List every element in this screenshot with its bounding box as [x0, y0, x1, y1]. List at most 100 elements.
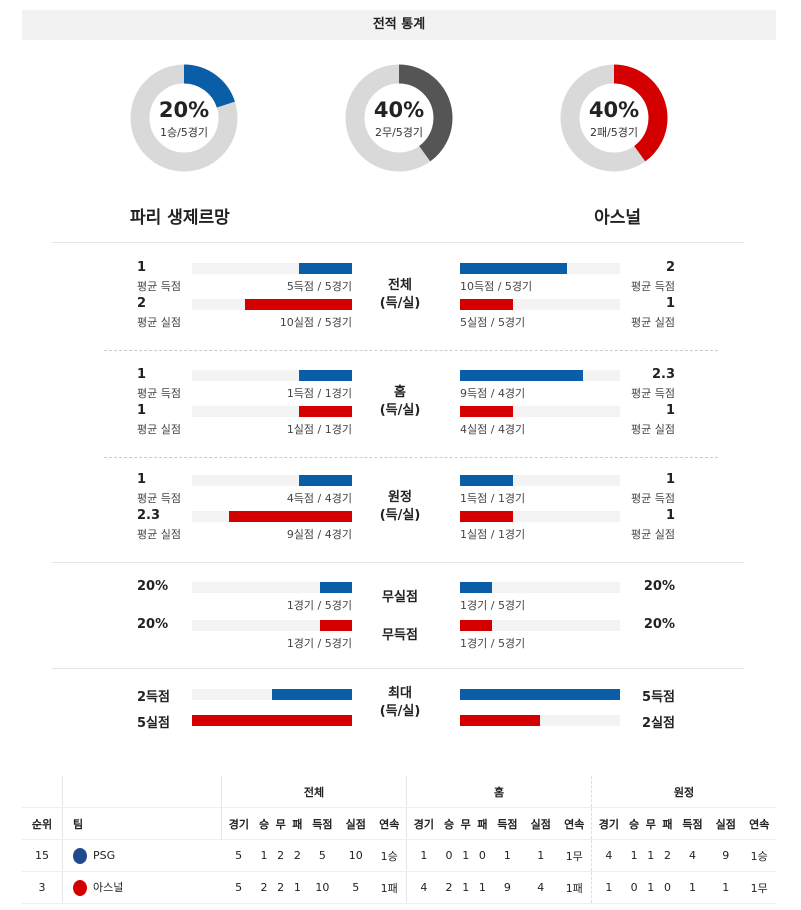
- left-bar-track: [192, 511, 352, 522]
- donut-fill: [560, 64, 668, 172]
- table-row: 15 PSG 5 1 2 2 5 10 1승 1 0 1 0 1 1 1무 4 1 1 2 4 9 1승: [22, 839, 776, 872]
- stat-cell: 1패: [372, 871, 407, 904]
- stat-cell: 5: [221, 839, 256, 872]
- stat-cell: 1: [490, 839, 525, 872]
- col-패: 패: [659, 807, 676, 840]
- section-label: 원정 (득/실): [370, 489, 430, 525]
- stat-cell: 1: [474, 871, 491, 904]
- stat-cell: 5: [221, 871, 256, 904]
- left-bar-track: [192, 582, 352, 593]
- right-bar-fill: [460, 299, 513, 310]
- col-무: 무: [457, 807, 475, 840]
- right-caption: 1경기 / 5경기: [460, 599, 526, 612]
- stat-cell: 4: [524, 871, 558, 904]
- right-label: 평균 실점: [631, 528, 675, 541]
- stat-cell: 1: [625, 839, 643, 872]
- right-bar-track: [460, 689, 620, 700]
- section-label-line: (득/실): [379, 403, 421, 418]
- right-bar-fill: [460, 406, 513, 417]
- col-무: 무: [272, 807, 290, 840]
- section-label-line: (득/실): [379, 508, 421, 523]
- team-crest-icon: [73, 880, 87, 896]
- left-bar-fill: [244, 299, 352, 310]
- left-bar-fill: [228, 511, 352, 522]
- stat-cell: 1: [289, 871, 306, 904]
- section-label-line: 전체: [388, 278, 412, 293]
- left-value: 20%: [137, 579, 169, 594]
- donut-caption: 1승/5경기: [159, 126, 209, 139]
- team-name-left: 파리 생제르망: [130, 208, 230, 228]
- left-value: 1: [137, 403, 147, 418]
- left-caption: 1경기 / 5경기: [286, 637, 352, 650]
- stat-cell: 1: [406, 839, 441, 872]
- left-value: 2득점: [137, 690, 170, 705]
- right-value: 20%: [643, 579, 675, 594]
- stat-cell: 5: [305, 839, 340, 872]
- col-경기: 경기: [220, 807, 256, 840]
- left-caption: 9실점 / 4경기: [286, 528, 352, 541]
- right-bar-fill: [460, 370, 584, 381]
- right-bar-track: [460, 299, 620, 310]
- right-bar-fill: [460, 511, 513, 522]
- right-bar-fill: [460, 582, 492, 593]
- col-연속: 연속: [372, 807, 407, 840]
- team-cell[interactable]: PSG: [62, 839, 222, 872]
- table-row: 3 아스널 5 2 2 1 10 5 1패 4 2 1 1 9 4 1패 1 0 1 0 1 1 1무: [22, 871, 776, 904]
- donut-fill: [130, 64, 238, 172]
- left-bar-track: [192, 689, 352, 700]
- stat-cell: 2: [440, 871, 458, 904]
- col-team: 팀: [62, 807, 222, 840]
- right-bar-fill: [460, 715, 540, 726]
- stat-cell: 4: [591, 839, 626, 872]
- left-bar-track: [192, 620, 352, 631]
- col-rank: 순위: [22, 807, 63, 840]
- team-cell[interactable]: 아스널: [62, 871, 222, 904]
- right-label: 평균 득점: [631, 492, 675, 505]
- team-name-right: 아스널: [594, 208, 641, 228]
- right-bar-fill: [460, 620, 492, 631]
- group-away: 원정: [591, 776, 776, 808]
- stat-cell: 1: [642, 871, 660, 904]
- right-caption: 5실점 / 5경기: [460, 316, 526, 329]
- right-label: 평균 득점: [631, 280, 675, 293]
- rank-cell: 15: [22, 839, 63, 872]
- section-label-line: 최대: [388, 686, 412, 701]
- stat-cell: 2: [659, 839, 676, 872]
- stat-cell: 0: [440, 839, 458, 872]
- col-경기: 경기: [591, 807, 626, 840]
- donut-caption: 2무/5경기: [374, 126, 424, 139]
- left-caption: 10실점 / 5경기: [279, 316, 352, 329]
- left-bar-track: [192, 370, 352, 381]
- right-label: 평균 득점: [631, 387, 675, 400]
- right-value: 1: [665, 508, 675, 523]
- left-label: 평균 실점: [137, 423, 181, 436]
- right-value: 1: [665, 472, 675, 487]
- donut-percent: 20%: [158, 98, 210, 122]
- donut-percent: 40%: [373, 98, 425, 122]
- col-실점: 실점: [339, 807, 373, 840]
- divider: [52, 668, 744, 669]
- col-실점: 실점: [524, 807, 558, 840]
- right-bar-fill: [460, 263, 568, 274]
- divider: [104, 457, 718, 458]
- stat-cell: 9: [490, 871, 525, 904]
- left-caption: 1경기 / 5경기: [286, 599, 352, 612]
- col-득점: 득점: [305, 807, 340, 840]
- right-caption: 1득점 / 1경기: [460, 492, 526, 505]
- col-득점: 득점: [675, 807, 710, 840]
- right-value: 2.3: [651, 367, 675, 382]
- standings-table: 전체 홈 원정 순위 팀 경기 승 무 패 득점 실점 연속 경기 승 무 패 득점 실점 연속 경기 승 무 패…: [22, 776, 776, 904]
- right-label: 평균 실점: [631, 423, 675, 436]
- left-caption: 1실점 / 1경기: [286, 423, 352, 436]
- right-bar-track: [460, 511, 620, 522]
- left-bar-fill: [320, 620, 352, 631]
- right-bar-track: [460, 620, 620, 631]
- left-value: 1: [137, 367, 147, 382]
- stat-cell: 1승: [372, 839, 407, 872]
- right-bar-fill: [460, 475, 513, 486]
- left-caption: 5득점 / 5경기: [286, 280, 352, 293]
- left-bar-fill: [299, 475, 352, 486]
- stat-cell: 2: [272, 839, 290, 872]
- stat-cell: 1: [591, 871, 626, 904]
- donut-caption: 2패/5경기: [589, 126, 639, 139]
